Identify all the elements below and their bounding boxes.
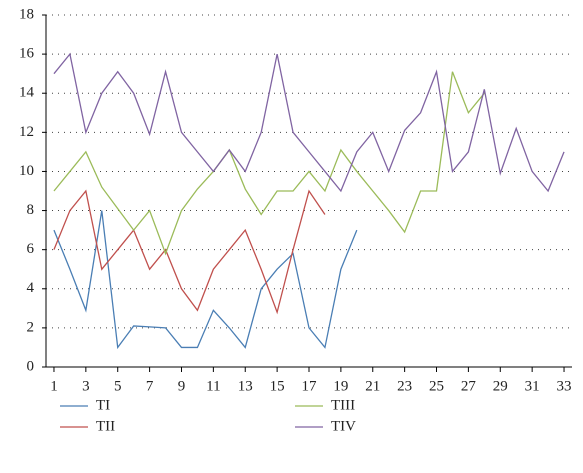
x-tick-label: 15: [270, 378, 285, 394]
y-tick-label: 4: [27, 280, 35, 296]
x-tick-label: 31: [525, 378, 540, 394]
x-tick-label: 1: [50, 378, 58, 394]
x-tick-label: 23: [397, 378, 412, 394]
series-line: [53, 71, 485, 256]
x-tick-label: 5: [114, 378, 122, 394]
y-tick-label: 12: [19, 124, 34, 140]
x-tick-label: 3: [82, 378, 90, 394]
legend-label: TI: [96, 397, 110, 413]
y-tick-label: 14: [19, 85, 35, 101]
y-tick-label: 18: [19, 6, 34, 22]
legend-label: TIII: [331, 397, 355, 413]
legend-label: TIV: [331, 418, 356, 434]
x-tick-label: 7: [146, 378, 154, 394]
x-tick-label: 11: [206, 378, 220, 394]
x-tick-label: 21: [365, 378, 380, 394]
x-tick-label: 25: [429, 378, 444, 394]
y-tick-label: 8: [27, 202, 35, 218]
x-tick-label: 17: [302, 378, 318, 394]
series-line: [53, 52, 565, 193]
x-tick-label: 19: [333, 378, 348, 394]
y-tick-label: 2: [27, 319, 35, 335]
legend-label: TII: [96, 418, 115, 434]
series-line: [53, 210, 358, 350]
x-tick-label: 13: [238, 378, 253, 394]
x-tick-label: 27: [461, 378, 477, 394]
y-tick-label: 6: [27, 241, 35, 257]
x-tick-label: 29: [493, 378, 508, 394]
y-tick-label: 0: [27, 358, 35, 374]
x-tick-label: 9: [178, 378, 186, 394]
y-tick-label: 16: [19, 46, 35, 62]
y-tick-label: 10: [19, 163, 34, 179]
series-line: [53, 189, 326, 315]
x-tick-label: 33: [557, 378, 572, 394]
